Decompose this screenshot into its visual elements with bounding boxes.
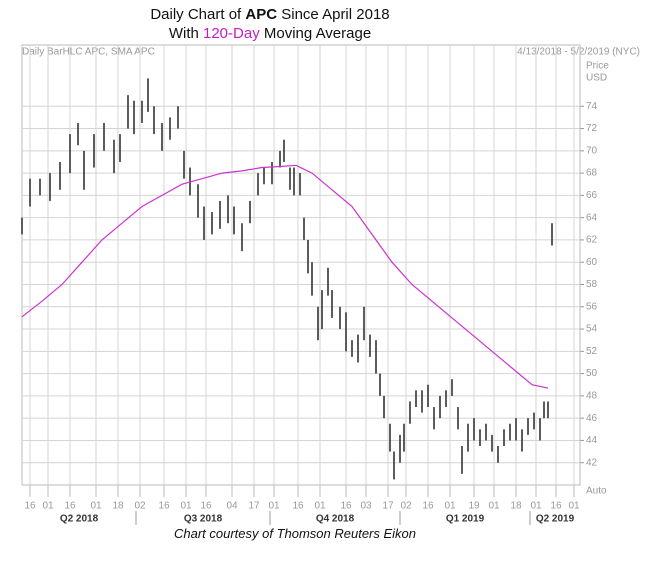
- x-tick-label: 16: [340, 501, 352, 512]
- x-tick-label: 03: [360, 501, 372, 512]
- x-tick-label: 01: [90, 501, 102, 512]
- x-tick-label: 19: [468, 501, 480, 512]
- x-tick-label: 01: [488, 501, 500, 512]
- y-tick-label: 56: [586, 301, 598, 312]
- date-range: 4/13/2018 - 5/2/2019 (NYC): [517, 47, 640, 58]
- caption: Chart courtesy of Thomson Reuters Eikon: [173, 526, 417, 541]
- quarter-label: Q4 2018: [316, 514, 355, 525]
- y-tick-label: 58: [586, 279, 598, 290]
- y-tick-label: 46: [586, 413, 598, 424]
- quarter-label: Q3 2018: [184, 514, 223, 525]
- x-tick-label: 01: [42, 501, 54, 512]
- x-tick-label: 01: [444, 501, 456, 512]
- y-tick-label: 60: [586, 257, 598, 268]
- quarter-label: Q1 2019: [446, 514, 485, 525]
- x-tick-label: 16: [24, 501, 36, 512]
- x-tick-label: 02: [400, 501, 412, 512]
- axis-unit: USD: [586, 73, 607, 84]
- x-tick-label: 16: [292, 501, 304, 512]
- y-tick-label: 70: [586, 145, 598, 156]
- chart-info: Daily BarHLC APC, SMA APC: [22, 47, 155, 58]
- subtitle-part: 120-Day: [203, 25, 260, 42]
- scale-mode: Auto: [586, 486, 607, 497]
- x-tick-label: 17: [248, 501, 260, 512]
- x-tick-label: 01: [314, 501, 326, 512]
- title-part: Daily Chart of: [150, 6, 246, 23]
- x-tick-label: 01: [268, 501, 280, 512]
- y-tick-label: 64: [586, 212, 598, 223]
- x-tick-label: 16: [158, 501, 170, 512]
- y-tick-label: 66: [586, 190, 598, 201]
- x-tick-label: 01: [180, 501, 192, 512]
- y-tick-label: 42: [586, 457, 598, 468]
- x-tick-label: 16: [550, 501, 562, 512]
- x-tick-label: 01: [568, 501, 580, 512]
- y-tick-label: 74: [586, 101, 598, 112]
- x-tick-label: 01: [530, 501, 542, 512]
- subtitle: With 120-Day Moving Average: [0, 25, 540, 42]
- x-tick-label: 16: [64, 501, 76, 512]
- x-tick-label: 04: [226, 501, 238, 512]
- y-tick-label: 52: [586, 346, 598, 357]
- plot-frame: [21, 44, 581, 486]
- x-tick-label: 17: [382, 501, 394, 512]
- title-part: APC: [245, 6, 278, 23]
- subtitle-part: Moving Average: [259, 25, 372, 42]
- y-tick-label: 50: [586, 368, 598, 379]
- y-tick-label: 62: [586, 235, 598, 246]
- subtitle-part: With: [168, 25, 203, 42]
- x-tick-label: 16: [422, 501, 434, 512]
- x-tick-label: 16: [200, 501, 212, 512]
- y-tick-label: 68: [586, 168, 598, 179]
- x-tick-label: 02: [134, 501, 146, 512]
- moving-average: [21, 164, 549, 389]
- y-tick-label: 72: [586, 123, 598, 134]
- y-tick-label: 44: [586, 435, 598, 446]
- quarter-label: Q2 2018: [60, 514, 99, 525]
- y-tick-label: 54: [586, 324, 598, 335]
- quarter-label: Q2 2019: [536, 514, 575, 525]
- x-tick-label: 18: [510, 501, 522, 512]
- y-tick-label: 48: [586, 391, 598, 402]
- title-part: Since April 2018: [277, 6, 390, 23]
- x-tick-label: 18: [112, 501, 124, 512]
- title: Daily Chart of APC Since April 2018: [0, 6, 540, 23]
- axis-label: Price: [586, 61, 609, 72]
